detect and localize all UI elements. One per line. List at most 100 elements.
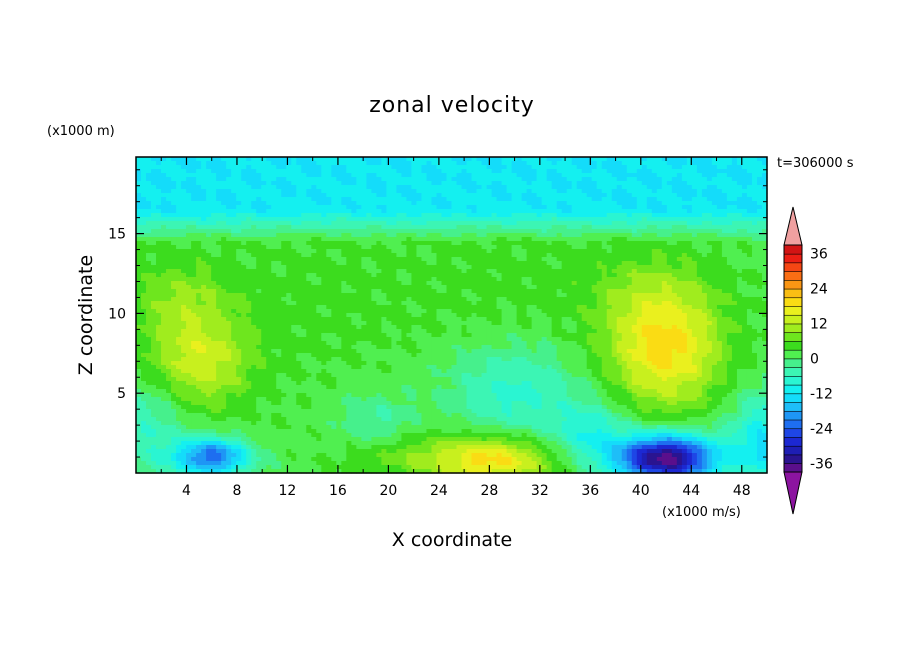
contour-cell [211, 257, 217, 262]
contour-cell [371, 297, 377, 302]
contour-cell [451, 157, 458, 162]
contour-cell [286, 169, 292, 174]
contour-cell [181, 297, 187, 302]
contour-cell [306, 169, 312, 174]
contour-cell [691, 185, 698, 190]
contour-cell [466, 269, 473, 274]
contour-cell [711, 257, 718, 262]
contour-cell [431, 233, 438, 238]
contour-cell [626, 177, 633, 182]
contour-cell [606, 217, 613, 222]
contour-cell [531, 161, 538, 166]
contour-cell [751, 173, 758, 178]
contour-cell [211, 213, 217, 218]
contour-cell [431, 181, 438, 186]
contour-cell [691, 277, 698, 282]
contour-cell [536, 269, 543, 274]
contour-cell [356, 189, 362, 194]
contour-cell [371, 261, 377, 266]
contour-cell [161, 205, 167, 210]
contour-cell [736, 209, 743, 214]
contour-cell [556, 241, 563, 246]
contour-cell [286, 229, 292, 234]
contour-cell [736, 281, 743, 286]
contour-cell [451, 185, 458, 190]
contour-cell [166, 173, 172, 178]
contour-cell [751, 157, 758, 162]
contour-cell [721, 293, 728, 298]
contour-cell [736, 265, 743, 270]
contour-cell [696, 173, 703, 178]
contour-cell [421, 205, 428, 210]
contour-cell [751, 257, 758, 262]
contour-cell [536, 205, 543, 210]
contour-cell [711, 193, 718, 198]
contour-cell [551, 217, 558, 222]
contour-cell [646, 181, 653, 186]
contour-cell [561, 233, 568, 238]
contour-cell [301, 253, 307, 258]
contour-cell [156, 313, 162, 318]
contour-cell [276, 181, 282, 186]
contour-cell [216, 253, 222, 258]
contour-cell [506, 285, 513, 290]
contour-cell [681, 161, 688, 166]
contour-cell [616, 169, 623, 174]
contour-cell [556, 297, 563, 302]
contour-cell [606, 261, 613, 266]
contour-cell [381, 245, 387, 250]
contour-cell [486, 257, 493, 262]
contour-cell [596, 265, 603, 270]
contour-cell [391, 225, 398, 230]
contour-cell [471, 229, 478, 234]
contour-cell [341, 281, 347, 286]
contour-cell [401, 213, 408, 218]
contour-cell [471, 257, 478, 262]
contour-cell [506, 157, 513, 162]
contour-cell [161, 229, 167, 234]
contour-cell [446, 309, 453, 314]
contour-cell [681, 221, 688, 226]
contour-cell [611, 201, 618, 206]
contour-cell [656, 201, 663, 206]
contour-cell [341, 313, 347, 318]
contour-cell [266, 245, 272, 250]
contour-cell [421, 221, 428, 226]
contour-cell [366, 209, 372, 214]
contour-cell [636, 225, 643, 230]
contour-cell [311, 233, 317, 238]
contour-cell [716, 157, 723, 162]
contour-cell [191, 241, 197, 246]
contour-cell [141, 265, 147, 270]
contour-cell [191, 293, 197, 298]
contour-cell [276, 217, 282, 222]
contour-cell [486, 261, 493, 266]
contour-cell [721, 161, 728, 166]
contour-cell [156, 301, 162, 306]
contour-cell [561, 221, 568, 226]
contour-cell [291, 277, 297, 282]
contour-cell [551, 297, 558, 302]
contour-cell [426, 217, 433, 222]
contour-cell [446, 233, 453, 238]
contour-cell [701, 241, 708, 246]
contour-cell [376, 293, 382, 298]
contour-cell [531, 241, 538, 246]
contour-cell [261, 289, 267, 294]
contour-cell [341, 177, 347, 182]
contour-cell [296, 261, 302, 266]
contour-cell [311, 205, 317, 210]
contour-cell [346, 265, 352, 270]
contour-cell [606, 189, 613, 194]
contour-cell [136, 265, 142, 270]
contour-cell [281, 213, 287, 218]
contour-cell [226, 285, 232, 290]
contour-cell [616, 229, 623, 234]
contour-cell [476, 165, 483, 170]
contour-cell [296, 165, 302, 170]
contour-cell [416, 265, 423, 270]
contour-cell [441, 301, 448, 306]
contour-cell [456, 309, 463, 314]
contour-cell [211, 173, 217, 178]
contour-cell [426, 165, 433, 170]
